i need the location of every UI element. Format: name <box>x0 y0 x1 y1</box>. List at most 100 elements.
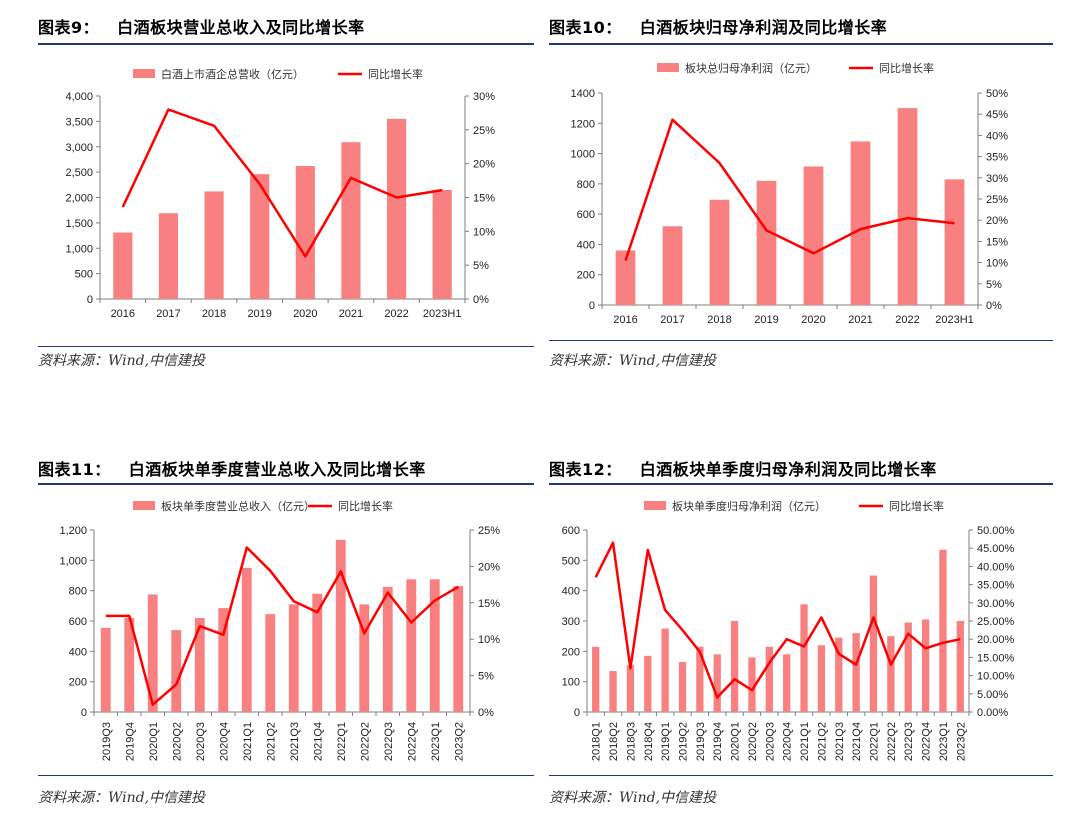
source-rule <box>38 775 534 776</box>
y-tick-label-left: 0 <box>81 707 87 719</box>
x-tick-label: 2023Q1 <box>938 722 950 761</box>
bar <box>100 627 111 712</box>
y-tick-label-left: 600 <box>562 525 580 537</box>
bar <box>765 646 773 712</box>
combo-chart: 板块总归母净利润（亿元） 同比增长率 0 200 400 600 800 1000 1200 14… <box>571 61 1009 326</box>
bar <box>678 661 687 712</box>
x-tick-label: 2021Q1 <box>242 722 254 761</box>
x-tick-label: 2019Q1 <box>660 722 672 761</box>
combo-chart: 板块单季度归母净利润（亿元） 同比增长率 0 100 200 300 400 500 600 0.… <box>562 499 1015 761</box>
x-tick-label: 2023H1 <box>935 314 974 326</box>
y-tick-label-left: 1,500 <box>65 218 93 230</box>
y-tick-label-left: 500 <box>75 269 93 281</box>
bar <box>904 622 912 712</box>
legend-bar-label: 板块单季度归母净利润（亿元） <box>672 499 826 513</box>
bar <box>615 250 636 305</box>
bar <box>869 575 878 712</box>
bar <box>592 646 600 712</box>
source-rule <box>549 340 1053 341</box>
y-tick-label-left: 400 <box>69 646 87 658</box>
x-tick-label: 2021Q4 <box>312 722 324 761</box>
bar <box>817 645 826 712</box>
x-tick-label: 2019Q3 <box>101 722 113 761</box>
legend-bar-swatch <box>133 501 155 510</box>
x-tick-label: 2022Q2 <box>359 722 371 761</box>
y-tick-label-right: 40% <box>986 130 1008 142</box>
y-tick-label-right: 0% <box>986 300 1002 312</box>
bar <box>382 586 393 712</box>
y-tick-label-right: 25% <box>986 194 1008 206</box>
x-tick-label: 2020Q2 <box>747 722 759 761</box>
y-tick-label-left: 1,200 <box>59 525 87 537</box>
bar <box>748 657 756 712</box>
y-tick-label-left: 3,000 <box>65 142 93 154</box>
y-tick-label-left: 4,000 <box>65 91 93 103</box>
y-tick-label-right: 10% <box>473 226 495 238</box>
y-tick-label-left: 200 <box>577 270 595 282</box>
bar <box>204 191 224 299</box>
bar <box>113 232 133 299</box>
y-tick-label-right: 20.00% <box>977 634 1015 646</box>
growth-rate-line <box>624 118 955 261</box>
bar <box>429 579 440 712</box>
bar <box>359 604 370 712</box>
y-tick-label-left: 600 <box>577 209 595 221</box>
x-tick-label: 2022Q1 <box>336 722 348 761</box>
bar <box>850 141 871 305</box>
bar <box>756 180 777 305</box>
bar <box>835 637 843 712</box>
y-tick-label-right: 15% <box>478 598 500 610</box>
x-tick-label: 2018Q3 <box>625 722 637 761</box>
figure-title: 白酒板块营业总收入及同比增长率 <box>117 18 365 37</box>
bar <box>218 608 229 712</box>
y-tick-label-right: 35% <box>986 152 1008 164</box>
x-tick-label: 2017 <box>156 308 180 320</box>
y-tick-label-left: 100 <box>562 677 580 689</box>
chart-panel-10: 图表10： 白酒板块归母净利润及同比增长率 板块总归母净利润（亿元） 同比增长率 0 2… <box>549 14 1053 384</box>
bar <box>250 174 270 299</box>
y-tick-label-left: 400 <box>562 586 580 598</box>
figure-number: 图表12： <box>549 460 622 479</box>
title-rule <box>549 483 1053 485</box>
y-tick-label-right: 30.00% <box>977 598 1015 610</box>
growth-rate-line <box>105 546 459 706</box>
bar <box>713 654 721 712</box>
y-tick-label-left: 200 <box>562 646 580 658</box>
figure-number: 图表11： <box>38 460 111 479</box>
figure-title: 白酒板块归母净利润及同比增长率 <box>639 18 888 37</box>
legend-bar-label: 板块单季度营业总收入（亿元） <box>161 499 315 513</box>
bar <box>406 579 417 712</box>
legend-bar-label: 白酒上市酒企总营收（亿元） <box>161 67 304 81</box>
legend-line-label: 同比增长率 <box>368 67 423 81</box>
x-tick-label: 2018Q1 <box>591 722 603 761</box>
chart-title: 图表11： 白酒板块单季度营业总收入及同比增长率 <box>38 456 426 480</box>
source-rule <box>549 775 1053 776</box>
x-tick-label: 2023H1 <box>423 308 462 320</box>
figure-title: 白酒板块单季度归母净利润及同比增长率 <box>639 460 937 479</box>
x-tick-label: 2020Q3 <box>195 722 207 761</box>
x-tick-label: 2020Q1 <box>148 722 160 761</box>
y-tick-label-right: 5.00% <box>977 689 1008 701</box>
legend-line-label: 同比增长率 <box>889 499 944 513</box>
y-tick-label-left: 800 <box>577 179 595 191</box>
bar <box>453 586 464 712</box>
x-tick-label: 2020 <box>293 308 317 320</box>
x-tick-label: 2023Q2 <box>955 722 967 761</box>
y-tick-label-left: 1400 <box>571 88 595 100</box>
combo-chart: 板块单季度营业总收入（亿元） 同比增长率 0 200 400 600 800 1,000 1,2… <box>59 499 500 761</box>
y-tick-label-left: 0 <box>589 300 595 312</box>
y-tick-label-right: 5% <box>986 279 1002 291</box>
title-rule <box>549 43 1053 45</box>
bar <box>939 549 947 712</box>
x-tick-label: 2022 <box>384 308 408 320</box>
bar <box>124 617 135 712</box>
y-tick-label-right: 35.00% <box>977 580 1015 592</box>
bar <box>609 671 617 712</box>
bar <box>335 539 346 712</box>
legend-bar-swatch <box>657 63 679 72</box>
source-note: 资料来源：Wind,中信建投 <box>38 790 206 806</box>
x-tick-label: 2021 <box>339 308 363 320</box>
y-tick-label-left: 2,000 <box>65 193 93 205</box>
bar <box>644 655 652 712</box>
x-tick-label: 2019 <box>247 308 271 320</box>
